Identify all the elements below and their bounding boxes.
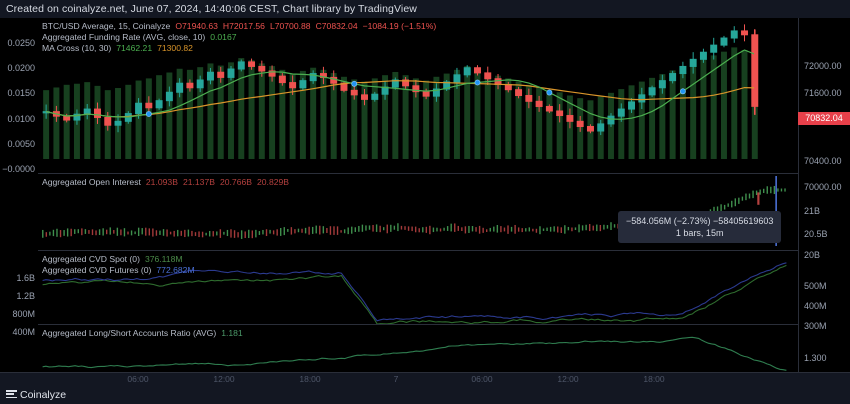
oi-axis-label[interactable]: 20B: [804, 250, 821, 260]
brand-label: Coinalyze: [20, 389, 67, 401]
right-price-axis[interactable]: 72000.0071600.0071200.0070400.0070000.00…: [798, 18, 850, 391]
price-legend-part: 0.0167: [210, 32, 237, 42]
open_interest-legend-part: Aggregated Open Interest: [42, 177, 141, 187]
funding-axis-label[interactable]: 0.0150: [7, 88, 35, 99]
page-header: Created on coinalyze.net, June 07, 2024,…: [0, 0, 850, 18]
cvd-right-axis-label[interactable]: 500M: [804, 281, 827, 291]
open_interest-legend-row[interactable]: Aggregated Open Interest 21.093B 21.137B 20…: [42, 177, 289, 188]
price-axis-label[interactable]: 70000.00: [804, 182, 842, 192]
time-axis-label[interactable]: 7: [393, 374, 399, 384]
time-axis-label[interactable]: 06:00: [471, 374, 493, 384]
price-axis-label[interactable]: 72000.00: [804, 61, 842, 71]
time-axis[interactable]: 06:00 12:00 18:00 7 06:00 12:00 18:00: [0, 372, 850, 386]
ratio-legend-part: 1.181: [221, 328, 243, 338]
funding-axis-label[interactable]: 0.0250: [7, 38, 35, 48]
price-legend-part: −1084.19 (−1.51%): [362, 21, 437, 31]
cvd-pane-canvas[interactable]: [38, 251, 798, 324]
cvd-left-axis-label[interactable]: 800M: [12, 309, 35, 319]
cvd-legend-part: Aggregated CVD Futures (0): [42, 265, 152, 275]
price-legend-part: O71940.63: [175, 21, 218, 31]
cvd-legend-row[interactable]: Aggregated CVD Spot (0) 376.118M: [42, 254, 195, 265]
funding-axis-label[interactable]: 0.0200: [7, 63, 35, 74]
ratio-legend-part: Aggregated Long/Short Accounts Ratio (AV…: [42, 328, 217, 338]
plot-area[interactable]: BTC/USD Average, 15, Coinalyze O71940.63 H…: [38, 18, 798, 386]
price-legend-row[interactable]: BTC/USD Average, 15, Coinalyze O71940.63 H…: [42, 21, 436, 32]
time-axis-label[interactable]: 18:00: [299, 374, 321, 384]
cvd-legend: Aggregated CVD Spot (0) 376.118M Aggregate…: [42, 254, 195, 276]
price-legend-row[interactable]: Aggregated Funding Rate (AVG, close, 10)…: [42, 32, 436, 43]
time-axis-label[interactable]: 12:00: [213, 374, 235, 384]
open_interest-legend-part: 20.766B: [219, 177, 252, 187]
cvd-legend-row[interactable]: Aggregated CVD Futures (0) 772.682M: [42, 265, 195, 276]
open_interest-legend-part: 21.137B: [182, 177, 215, 187]
price-legend-part: C70832.04: [315, 21, 358, 31]
cvd-legend-part: 376.118M: [144, 254, 183, 264]
cvd-left-axis-label[interactable]: 1.2B: [16, 291, 35, 301]
left-price-axis[interactable]: 0.0250 0.0200 0.0150 0.0100 0.0050 −0.0000 1.6…: [0, 18, 38, 386]
funding-axis-label[interactable]: 0.0050: [7, 138, 35, 149]
price-legend-part: BTC/USD Average, 15, Coinalyze: [42, 21, 171, 31]
tooltip-line-1: −584.056M (−2.73%) −58405619603: [626, 216, 774, 226]
pane-separator[interactable]: [38, 324, 798, 325]
price-legend-part: 71300.82: [157, 43, 193, 53]
ratio-pane-canvas[interactable]: [38, 325, 798, 386]
cvd-left-axis-label[interactable]: 1.6B: [16, 273, 35, 283]
hamburger-logo-icon: [6, 390, 17, 400]
oi-axis-label[interactable]: 20.5B: [804, 229, 828, 239]
open_interest-legend-part: 21.093B: [145, 177, 178, 187]
cvd-right-axis-label[interactable]: 300M: [804, 321, 827, 331]
cvd-right-axis-label[interactable]: 400M: [804, 301, 827, 311]
pane-separator[interactable]: [38, 250, 798, 251]
time-axis-label[interactable]: 18:00: [643, 374, 665, 384]
chart-body[interactable]: 0.0250 0.0200 0.0150 0.0100 0.0050 −0.0000 1.6…: [0, 18, 850, 391]
price-legend-part: L70700.88: [269, 21, 311, 31]
ratio-legend: Aggregated Long/Short Accounts Ratio (AV…: [42, 328, 243, 339]
funding-axis-label[interactable]: 0.0100: [7, 113, 35, 124]
cvd-left-axis-label[interactable]: 400M: [12, 327, 35, 337]
footer-bar: Coinalyze: [0, 386, 850, 404]
time-axis-label[interactable]: 12:00: [557, 374, 579, 384]
price-legend-part: MA Cross (10, 30): [42, 43, 112, 53]
tooltip-line-2: 1 bars, 15m: [675, 228, 724, 238]
oi-axis-label[interactable]: 21B: [804, 206, 821, 216]
time-axis-label[interactable]: 06:00: [127, 374, 149, 384]
price-legend-row[interactable]: MA Cross (10, 30) 71462.21 71300.82: [42, 43, 436, 54]
price-legend-part: Aggregated Funding Rate (AVG, close, 10): [42, 32, 206, 42]
pane-separator[interactable]: [38, 173, 798, 174]
price-axis-label[interactable]: 71600.00: [804, 88, 842, 98]
open_interest-legend-part: 20.829B: [257, 177, 290, 187]
cvd-legend-part: Aggregated CVD Spot (0): [42, 254, 140, 264]
price-legend: BTC/USD Average, 15, Coinalyze O71940.63 H…: [42, 21, 436, 54]
price-legend-part: 71462.21: [116, 43, 153, 53]
cvd-legend-part: 772.682M: [156, 265, 195, 275]
price-legend-part: H72017.56: [222, 21, 265, 31]
current-price-badge: 70832.04: [798, 112, 850, 125]
measurement-tooltip: −584.056M (−2.73%) −58405619603 1 bars, …: [618, 211, 782, 243]
price-axis-label[interactable]: 70400.00: [804, 156, 842, 166]
funding-axis-label[interactable]: −0.0000: [2, 164, 35, 174]
ratio-legend-row[interactable]: Aggregated Long/Short Accounts Ratio (AV…: [42, 328, 243, 339]
price-pane-canvas[interactable]: [38, 18, 798, 173]
open_interest-legend: Aggregated Open Interest 21.093B 21.137B 20…: [42, 177, 289, 188]
ratio-axis-label[interactable]: 1.300: [804, 353, 827, 363]
